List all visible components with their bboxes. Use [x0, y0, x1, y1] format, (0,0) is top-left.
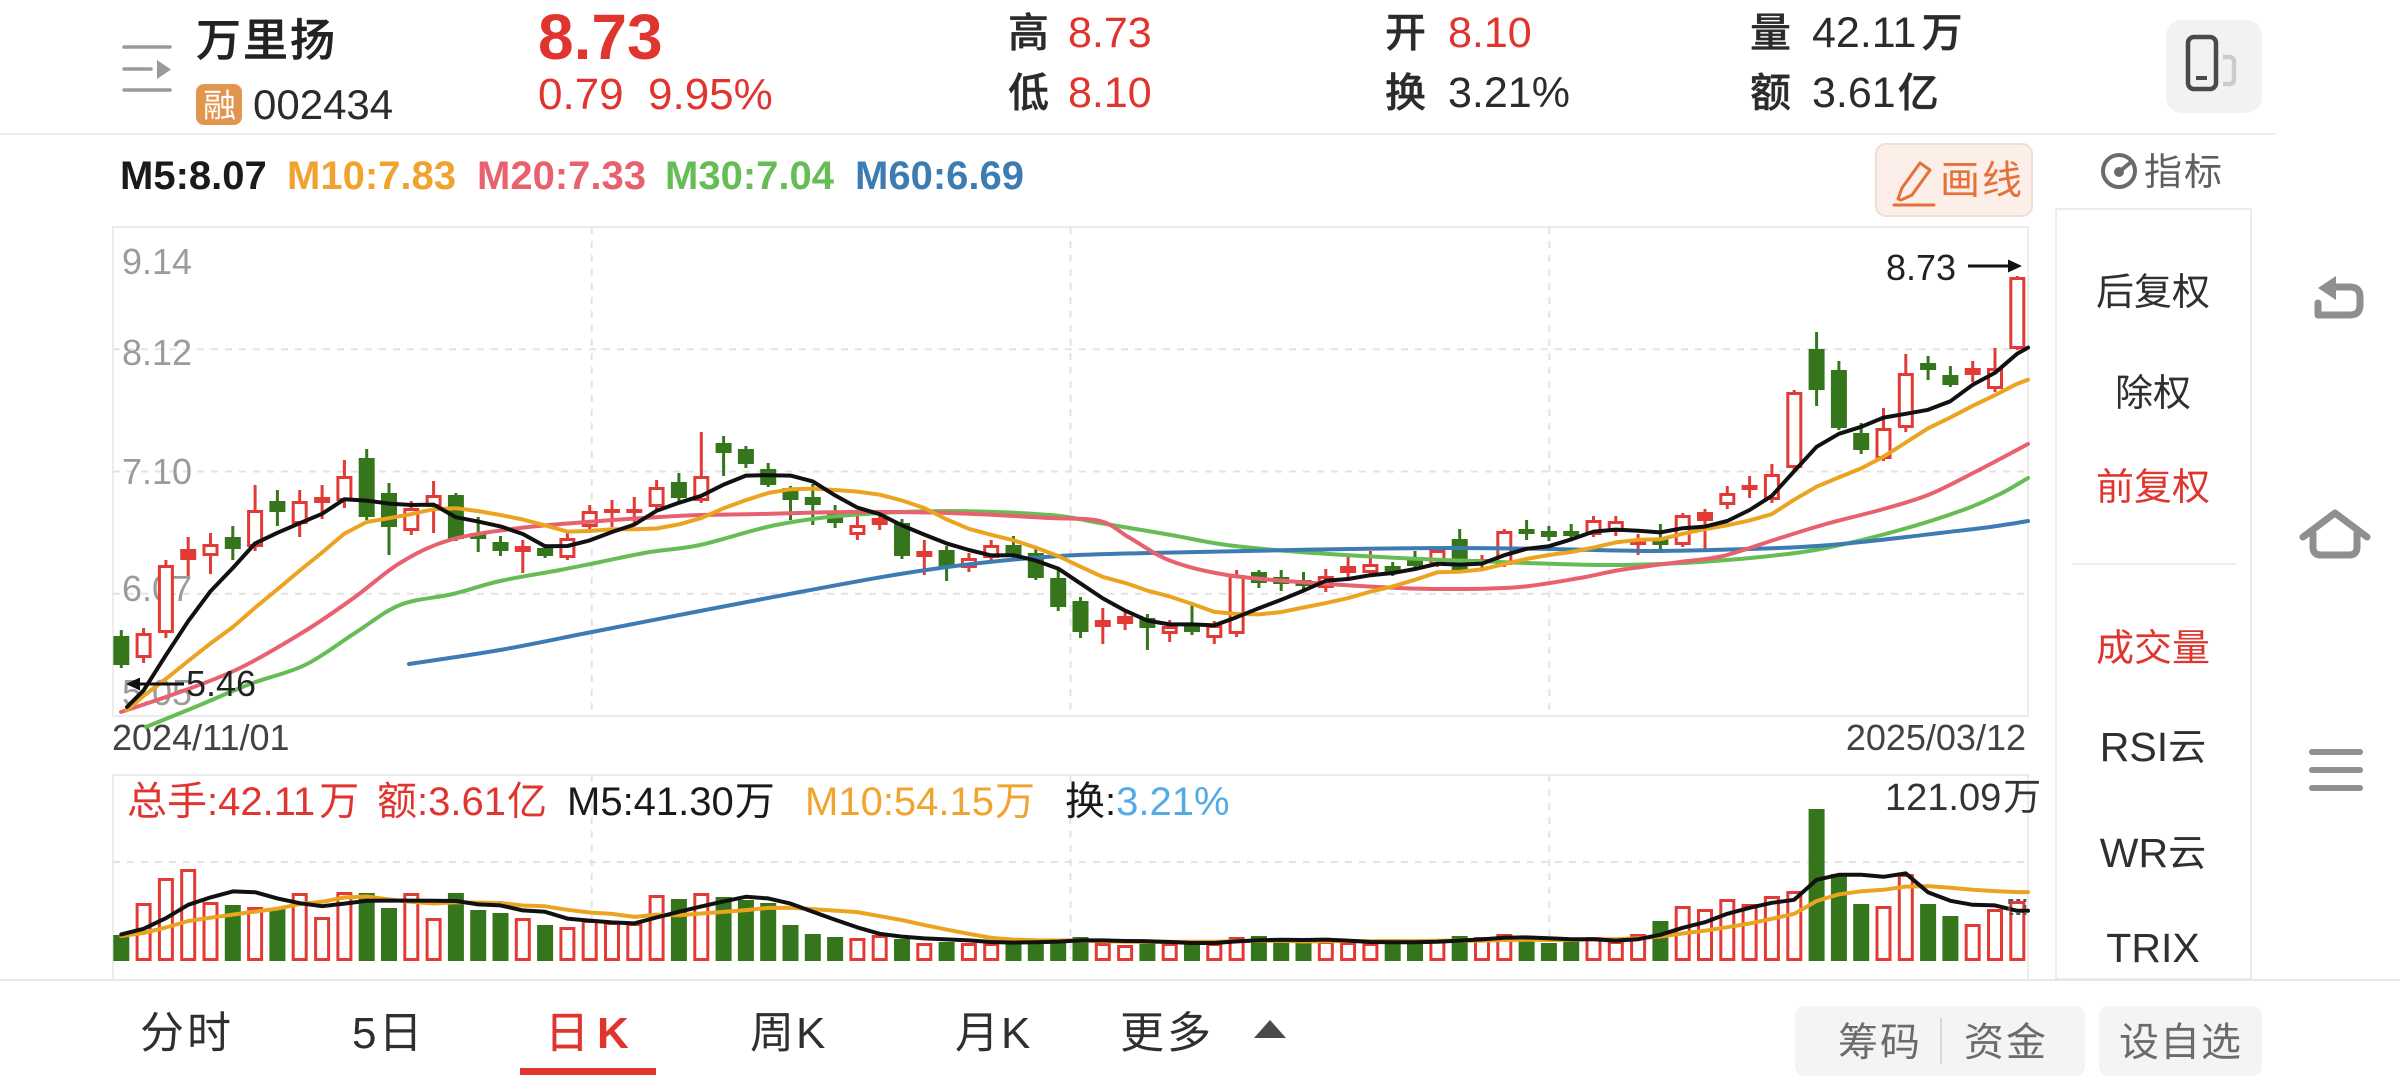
svg-text:9.14: 9.14	[122, 241, 192, 282]
svg-text:8.12: 8.12	[122, 332, 192, 373]
svg-text:7.10: 7.10	[122, 451, 192, 492]
svg-text:M5:41.30: M5:41.30	[567, 780, 734, 824]
svg-text:M5:8.07: M5:8.07	[120, 154, 267, 198]
svg-text:8.73: 8.73	[1068, 9, 1152, 57]
svg-text:0.79: 0.79	[538, 70, 624, 119]
svg-text:WR: WR	[2100, 830, 2168, 876]
svg-text:2024/11/01: 2024/11/01	[112, 717, 290, 758]
svg-text:002434: 002434	[253, 81, 393, 128]
svg-text::: :	[1105, 780, 1116, 824]
svg-text:K: K	[796, 1009, 825, 1058]
svg-text:6.07: 6.07	[122, 568, 192, 609]
svg-text:3.21%: 3.21%	[1116, 780, 1229, 824]
svg-text::42.11: :42.11	[207, 780, 315, 824]
svg-text:TRIX: TRIX	[2106, 925, 2199, 971]
svg-text:K: K	[597, 1009, 629, 1058]
svg-text:M60:6.69: M60:6.69	[855, 154, 1024, 198]
svg-text:3.21%: 3.21%	[1448, 69, 1570, 117]
svg-text:42.11: 42.11	[1812, 9, 1916, 57]
svg-text:RSI: RSI	[2100, 724, 2168, 770]
svg-text:M20:7.33: M20:7.33	[477, 154, 646, 198]
svg-text:8.10: 8.10	[1068, 69, 1152, 117]
svg-text:9.95%: 9.95%	[648, 70, 773, 119]
svg-text:121.09: 121.09	[1885, 777, 2001, 819]
svg-text:M30:7.04: M30:7.04	[665, 154, 835, 198]
svg-text::3.61: :3.61	[417, 780, 506, 824]
svg-text:8.73: 8.73	[1886, 247, 1956, 288]
svg-text:5: 5	[352, 1009, 376, 1058]
svg-text:3.61: 3.61	[1812, 69, 1896, 117]
svg-text:2025/03/12: 2025/03/12	[1846, 717, 2026, 758]
svg-text:M10:7.83: M10:7.83	[287, 154, 456, 198]
svg-text:M10:54.15: M10:54.15	[805, 780, 994, 824]
svg-text:8.73: 8.73	[538, 1, 663, 73]
svg-text:8.10: 8.10	[1448, 9, 1532, 57]
svg-text:5.46: 5.46	[186, 663, 256, 704]
svg-text:K: K	[1001, 1009, 1030, 1058]
